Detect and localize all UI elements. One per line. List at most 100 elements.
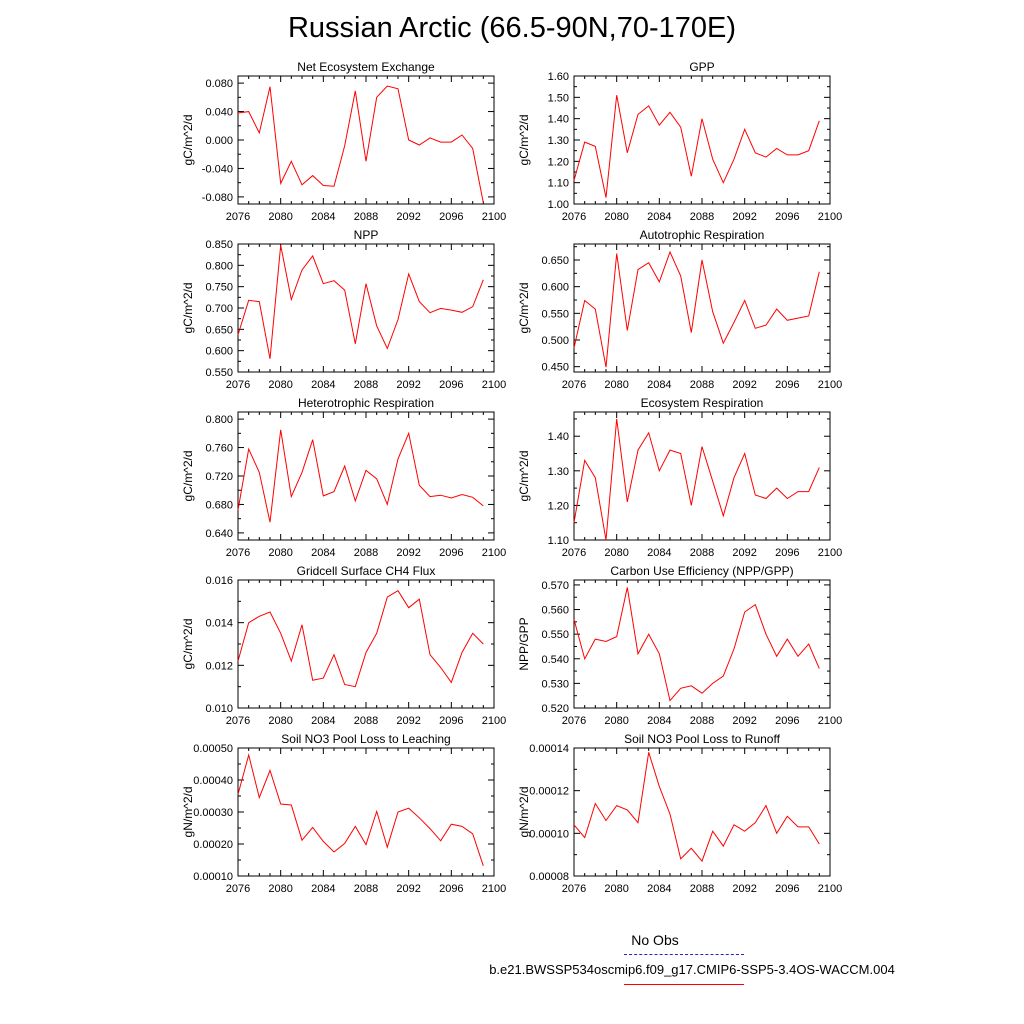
y-tick-label: 0.680 [205,499,233,511]
panel-1: Net Ecosystem Exchange gC/m^2/d 2076 2080 20… [181,60,506,223]
x-tick-label: 2100 [482,211,506,223]
panel-2: GPP gC/m^2/d 2076 2080 2084 2088 2092 2096 2100 1… [517,60,842,223]
x-tick-label: 2096 [775,379,799,391]
y-tick-label: 1.30 [548,466,569,478]
panel-title: Ecosystem Respiration [641,396,764,410]
series-line [237,245,484,359]
x-tick-label: 2096 [439,379,463,391]
x-tick-label: 2092 [396,715,420,727]
series-line [237,590,484,688]
series-line [573,587,820,702]
y-tick-label: 0.560 [541,605,569,617]
x-tick-label: 2084 [647,547,671,559]
series-line [573,418,820,541]
x-tick-label: 2088 [354,211,378,223]
series-line [237,85,484,203]
x-tick-label: 2100 [482,883,506,895]
panel-4: Autotrophic Respiration gC/m^2/d 2076 2080 2… [517,228,842,391]
y-axis-label: gC/m^2/d [181,115,195,166]
y-tick-label: 0.550 [541,308,569,320]
y-axis-label: gN/m^2/d [181,787,195,838]
y-tick-label: 1.20 [548,156,569,168]
x-tick-label: 2092 [396,379,420,391]
legend-obs-label: No Obs [631,932,679,948]
x-tick-label: 2080 [268,547,292,559]
plot-frame [237,411,495,541]
x-tick-label: 2076 [562,547,586,559]
y-tick-label: 0.570 [541,580,569,592]
y-tick-label: -0.040 [202,163,233,175]
series-line [237,429,484,523]
x-tick-label: 2100 [818,211,842,223]
y-tick-label: 0.600 [541,282,569,294]
y-tick-label: 0.450 [541,362,569,374]
legend-run-label: b.e21.BWSSP534oscmip6.f09_g17.CMIP6-SSP5… [489,962,895,977]
x-tick-label: 2076 [562,883,586,895]
panel-10: Soil NO3 Pool Loss to Runoff gN/m^2/d 2076… [517,732,842,895]
plot-frame [237,579,495,709]
y-tick-label: 1.40 [548,431,569,443]
series-line [573,752,820,863]
panel-title: NPP [354,228,379,242]
y-tick-label: 0.540 [541,654,569,666]
x-tick-label: 2100 [482,715,506,727]
x-tick-label: 2100 [482,547,506,559]
x-tick-label: 2100 [818,379,842,391]
y-tick-label: 0.016 [205,575,233,587]
plot-frame [237,243,495,373]
y-tick-label: 0.800 [205,260,233,272]
y-tick-label: 1.40 [548,114,569,126]
x-tick-label: 2076 [562,211,586,223]
series-line [237,753,484,866]
y-tick-label: 1.50 [548,92,569,104]
panel-title: Autotrophic Respiration [640,228,765,242]
y-tick-label: 0.640 [205,528,233,540]
x-tick-label: 2092 [732,379,756,391]
plot-frame [237,747,495,877]
figure-title: Russian Arctic (66.5-90N,70-170E) [287,12,737,44]
panel-title: Soil NO3 Pool Loss to Leaching [281,732,450,746]
x-tick-label: 2096 [775,715,799,727]
x-tick-label: 2088 [690,547,714,559]
y-tick-label: 1.30 [548,135,569,147]
y-axis-label: gN/m^2/d [517,787,531,838]
x-tick-label: 2092 [396,547,420,559]
y-tick-label: 0.00010 [529,828,569,840]
x-tick-label: 2092 [732,547,756,559]
x-tick-label: 2092 [396,211,420,223]
x-tick-label: 2084 [647,715,671,727]
y-tick-label: 0.530 [541,678,569,690]
x-tick-label: 2096 [439,547,463,559]
y-tick-label: 0.010 [205,703,233,715]
y-tick-label: 0.080 [205,78,233,90]
y-tick-label: 0.014 [205,618,233,630]
y-tick-label: 0.00014 [529,743,569,755]
panel-7: Gridcell Surface CH4 Flux gC/m^2/d 2076 208… [181,564,506,727]
panel-title: GPP [689,60,714,74]
y-tick-label: 1.10 [548,535,569,547]
x-tick-label: 2092 [396,883,420,895]
series-line [573,250,820,368]
y-axis-label: gC/m^2/d [181,451,195,502]
panel-title: Soil NO3 Pool Loss to Runoff [624,732,781,746]
y-tick-label: 0.000 [205,135,233,147]
x-tick-label: 2080 [268,715,292,727]
x-tick-label: 2080 [268,211,292,223]
x-tick-label: 2100 [482,379,506,391]
panel-title: Gridcell Surface CH4 Flux [297,564,436,578]
y-axis-label: gC/m^2/d [181,619,195,670]
y-tick-label: 0.650 [205,324,233,336]
x-tick-label: 2076 [562,715,586,727]
y-tick-label: -0.080 [202,192,233,204]
x-tick-label: 2096 [439,715,463,727]
x-tick-label: 2076 [226,211,250,223]
x-tick-label: 2088 [354,379,378,391]
x-tick-label: 2096 [439,883,463,895]
x-tick-label: 2084 [311,379,335,391]
x-tick-label: 2092 [732,883,756,895]
y-tick-label: 0.550 [205,367,233,379]
x-tick-label: 2092 [732,211,756,223]
x-tick-label: 2076 [226,547,250,559]
x-tick-label: 2100 [818,883,842,895]
